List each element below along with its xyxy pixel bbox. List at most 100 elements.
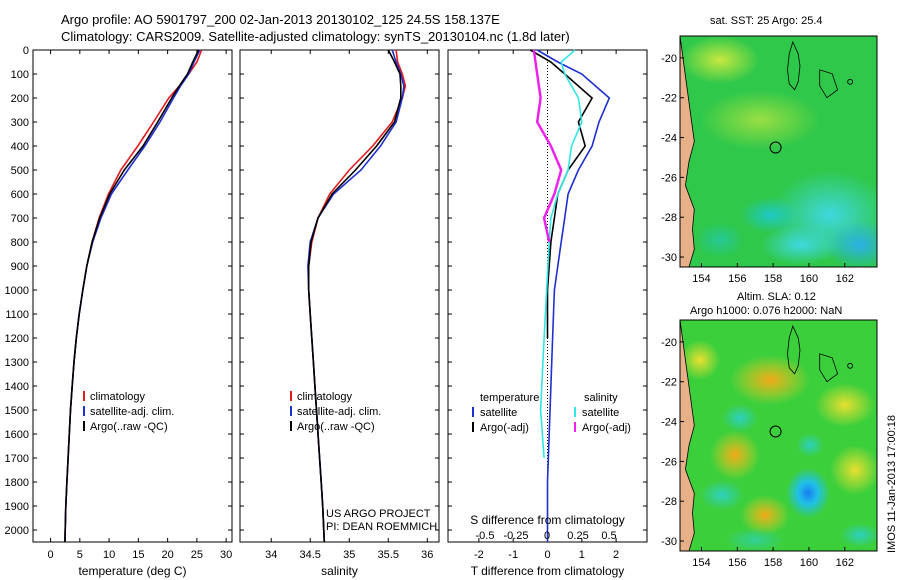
y-tick-label: 600 — [11, 189, 29, 201]
y-tick-label: 1100 — [5, 309, 29, 321]
map-y-tick-label: -24 — [661, 133, 677, 145]
y-tick-label: 800 — [11, 237, 29, 249]
map-overlay — [680, 36, 854, 267]
s-diff-tick-label: -0.5 — [476, 530, 495, 542]
x-tick-label: 36 — [421, 549, 433, 561]
map-x-tick-label: 160 — [800, 557, 818, 569]
imos-timestamp: IMOS 11-Jan-2013 17:00:18 — [886, 415, 898, 553]
reef-contour — [819, 353, 839, 383]
map-frame — [679, 319, 878, 552]
y-tick-label: 1300 — [5, 357, 29, 369]
sla-map: 154 156 158 160 162 -20 -22 -24 -26 -28 -30 — [661, 319, 878, 569]
map-frame — [679, 35, 878, 268]
y-tick-label: 1000 — [5, 285, 29, 297]
x-tick-label: 20 — [161, 549, 173, 561]
map-x-tick-label: 154 — [692, 273, 710, 285]
legend-label: climatology — [297, 391, 353, 403]
y-tick-label: 700 — [11, 213, 29, 225]
map-x-tick-label: 158 — [764, 557, 782, 569]
legend-panel-2: climatology satellite-adj. clim. Argo(..ra… — [290, 391, 381, 433]
annotation-line: US ARGO PROJECT — [326, 508, 431, 520]
argo-position-marker — [769, 141, 782, 154]
sst-map-title: sat. SST: 25 Argo: 25.4 — [710, 15, 823, 27]
x-tick-label: 5 — [77, 549, 83, 561]
map-x-tick-label: 160 — [800, 273, 818, 285]
series-line-2 — [307, 49, 405, 543]
reef-contour — [787, 324, 801, 375]
island-contour — [847, 78, 854, 85]
x-tick-label: 15 — [132, 549, 144, 561]
series-line-3 — [539, 49, 583, 459]
y-tick-label: 1700 — [5, 453, 29, 465]
y-tick-label: 1900 — [5, 501, 29, 513]
x-tick-label: 35.5 — [378, 549, 399, 561]
x-tick-label: 30 — [220, 549, 232, 561]
coastline-land — [680, 36, 695, 267]
map-y-tick-label: -30 — [661, 252, 677, 264]
legend-label: satellite-adj. clim. — [297, 406, 381, 418]
y-tick-label: 1600 — [5, 429, 29, 441]
s-diff-tick-label: -0.25 — [503, 530, 528, 542]
y-tick-label: 2000 — [5, 525, 29, 537]
s-diff-tick-label: 0 — [544, 530, 550, 542]
x-tick-label: 34 — [265, 549, 277, 561]
legend-label: satellite-adj. clim. — [90, 406, 174, 418]
map-x-tick-label: 162 — [836, 273, 854, 285]
sst-map: 154 156 158 160 162 -20 -22 -24 -26 -28 -30 — [661, 35, 878, 285]
x-tick-label: 10 — [103, 549, 115, 561]
map-x-tick-label: 156 — [728, 273, 746, 285]
island-contour — [847, 362, 854, 369]
sla-map-field — [680, 320, 877, 551]
x-axis-label: salinity — [321, 564, 358, 578]
map-y-tick-label: -22 — [661, 377, 677, 389]
sla-map-title: Altim. SLA: 0.12 — [737, 291, 816, 303]
map-y-tick-label: -28 — [661, 496, 677, 508]
profile-panel-2: 34 34.5 35 35.5 36 salinity — [239, 49, 440, 578]
map-x-tick-label: 162 — [836, 557, 854, 569]
y-tick-label: 1200 — [5, 333, 29, 345]
reef-contour — [787, 40, 801, 91]
series-line-1 — [307, 49, 407, 543]
argo-position-marker — [769, 425, 782, 438]
series-line-1 — [64, 49, 203, 543]
s-diff-tick-label: 0.5 — [601, 530, 616, 542]
map-y-tick-label: -20 — [661, 337, 677, 349]
s-diff-tick-label: 0.25 — [567, 530, 588, 542]
profile-panel-3: -2 -1 0 1 2 T difference from climatology — [447, 49, 648, 578]
panel-frame — [32, 49, 233, 543]
map-y-tick-label: -30 — [661, 536, 677, 548]
panel-frame — [239, 49, 440, 543]
legend-title-temperature: temperature — [480, 392, 539, 404]
page-subtitle: Climatology: CARS2009. Satellite-adjuste… — [61, 29, 570, 44]
y-tick-label: 900 — [11, 261, 29, 273]
y-tick-label: 300 — [11, 117, 29, 129]
x-tick-label: -1 — [508, 549, 518, 561]
series-line-3 — [64, 49, 200, 543]
map-overlay — [680, 320, 854, 551]
y-tick-label: 100 — [11, 69, 29, 81]
x-tick-label: 1 — [579, 549, 585, 561]
x-tick-label: -2 — [474, 549, 484, 561]
legend-title-salinity: salinity — [584, 392, 618, 404]
legend-label: satellite — [582, 407, 619, 419]
page-title: Argo profile: AO 5901797_200 02-Jan-2013… — [61, 12, 500, 27]
reef-contour — [819, 69, 839, 99]
x-tick-label: 0 — [47, 549, 53, 561]
legend-label: Argo(..raw -QC) — [90, 421, 168, 433]
y-tick-label: 0 — [23, 45, 29, 57]
x-tick-label: 25 — [191, 549, 203, 561]
y-tick-label: 1800 — [5, 477, 29, 489]
annotation-line: PI: DEAN ROEMMICH — [326, 521, 437, 533]
legend-label: Argo(..raw -QC) — [297, 421, 375, 433]
coastline-land — [680, 320, 695, 551]
map-y-tick-label: -28 — [661, 212, 677, 224]
map-y-tick-label: -20 — [661, 53, 677, 65]
map-y-tick-label: -22 — [661, 93, 677, 105]
legend-panel-1: climatology satellite-adj. clim. Argo(..ra… — [83, 391, 174, 433]
x-tick-label: 34.5 — [300, 549, 321, 561]
map-x-tick-label: 156 — [728, 557, 746, 569]
y-tick-label: 1400 — [5, 381, 29, 393]
x-tick-label: 2 — [613, 549, 619, 561]
